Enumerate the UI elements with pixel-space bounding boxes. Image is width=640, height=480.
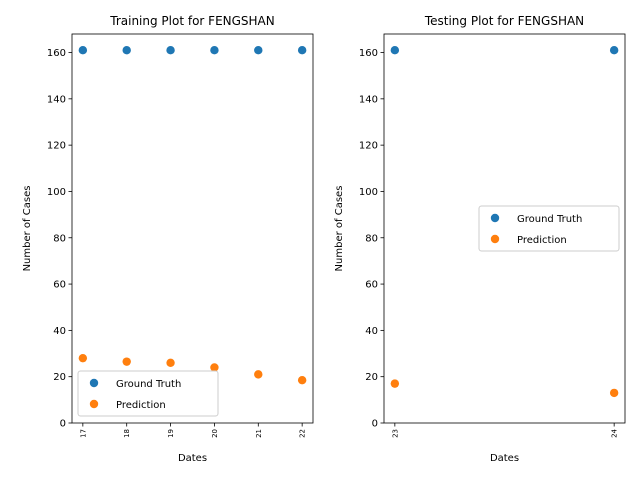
legend-label: Prediction (517, 235, 567, 246)
ground-truth-point (210, 46, 219, 55)
y-tick-label: 0 (372, 419, 378, 430)
y-tick-label: 100 (359, 187, 378, 198)
x-tick-label: 21 (255, 429, 263, 438)
legend: Ground Truth Prediction (478, 205, 620, 252)
prediction-point (609, 388, 619, 398)
legend-marker-ground-truth (490, 213, 500, 223)
legend-label: Prediction (116, 400, 166, 411)
y-tick-label: 40 (53, 326, 66, 337)
ground-truth-point (166, 46, 175, 55)
x-tick-label: 19 (167, 429, 175, 438)
ground-truth-point (297, 46, 307, 55)
x-tick-label: 17 (79, 429, 87, 438)
plot-frame (71, 33, 314, 424)
y-tick-label: 80 (53, 233, 66, 244)
prediction-point (122, 357, 131, 366)
y-tick-label: 160 (359, 48, 378, 59)
prediction-point (390, 379, 400, 388)
x-tick-label: 24 (611, 428, 619, 437)
prediction-point (166, 358, 175, 367)
x-axis-label: Dates (490, 453, 519, 464)
y-tick-label: 60 (365, 280, 378, 291)
training-plot: Training Plot for FENGSHAN 0 20 40 60 80 100 12… (22, 14, 314, 464)
legend-box (478, 205, 620, 252)
y-tick-label: 40 (365, 326, 378, 337)
x-tick-label: 20 (211, 429, 219, 438)
x-tick-label: 22 (299, 429, 307, 438)
y-tick-label: 140 (47, 94, 66, 105)
prediction-point (297, 375, 307, 385)
y-tick-label: 100 (47, 187, 66, 198)
y-tick-label: 20 (365, 372, 378, 383)
ground-truth-point (254, 46, 263, 55)
y-tick-label: 140 (359, 94, 378, 105)
y-tick-label: 0 (60, 419, 66, 430)
legend-box (77, 370, 219, 417)
x-axis-label: Dates (178, 453, 207, 464)
y-tick-label: 20 (53, 372, 66, 383)
chart-title: Training Plot for FENGSHAN (109, 14, 275, 28)
y-axis-label: Number of Cases (22, 186, 33, 272)
ground-truth-point (122, 46, 131, 55)
y-tick-label: 120 (47, 141, 66, 152)
testing-plot: Testing Plot for FENGSHAN 0 20 40 60 80 100 120… (334, 14, 626, 464)
legend: Ground Truth Prediction (77, 370, 219, 417)
ground-truth-point (390, 46, 400, 55)
plot-frame (383, 33, 626, 424)
legend-marker-prediction (89, 399, 99, 409)
x-tick-label: 18 (123, 429, 131, 438)
ground-truth-point (609, 46, 619, 55)
y-axis-label: Number of Cases (334, 186, 345, 272)
legend-marker-prediction (490, 234, 500, 244)
y-tick-label: 60 (53, 280, 66, 291)
y-tick-label: 120 (359, 141, 378, 152)
prediction-point (210, 363, 219, 372)
ground-truth-point (78, 46, 88, 55)
chart-title: Testing Plot for FENGSHAN (424, 14, 584, 28)
legend-label: Ground Truth (517, 214, 582, 225)
legend-label: Ground Truth (116, 379, 181, 390)
x-tick-label: 23 (391, 429, 399, 438)
legend-marker-ground-truth (89, 378, 99, 388)
prediction-point (254, 370, 263, 379)
y-tick-label: 80 (365, 233, 378, 244)
prediction-point (78, 353, 88, 363)
y-tick-label: 160 (47, 48, 66, 59)
